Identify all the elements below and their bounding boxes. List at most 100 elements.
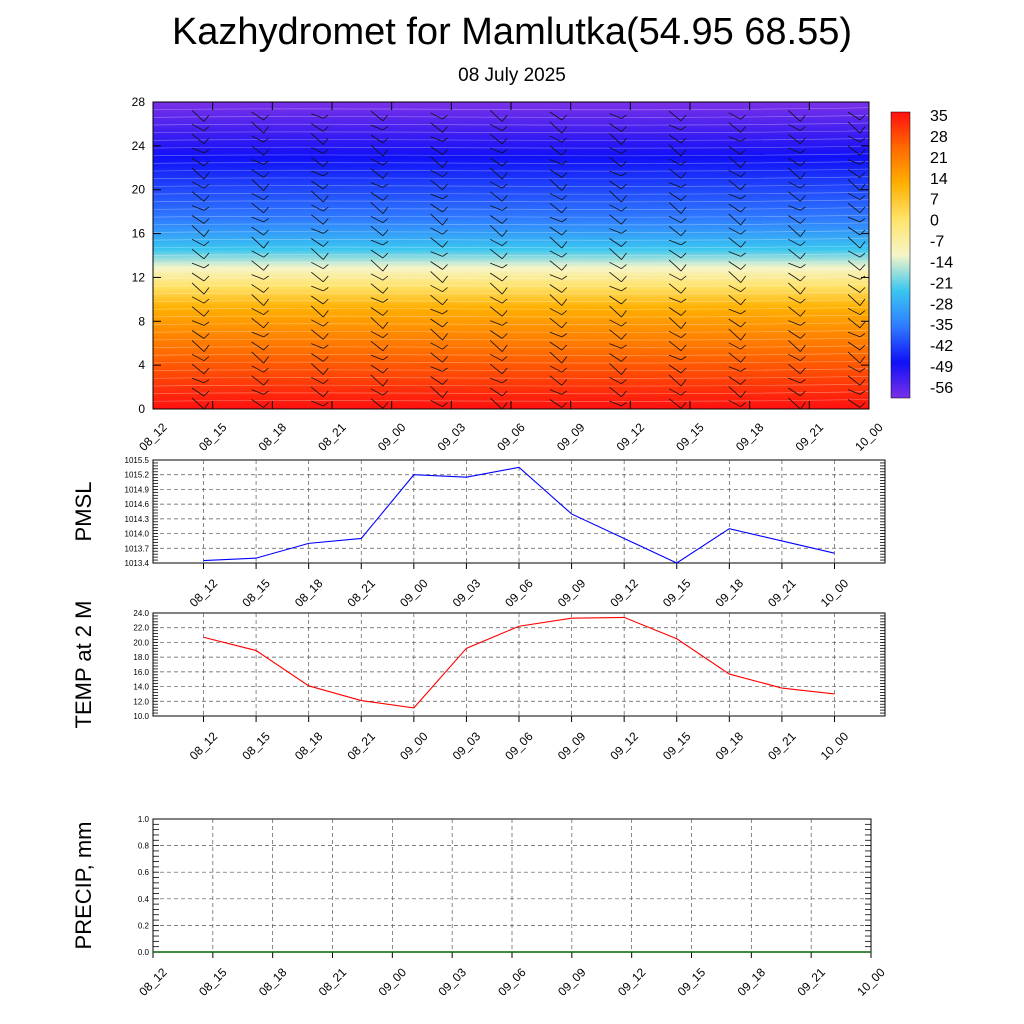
- precip-y-tick-label: 0.2: [138, 921, 150, 930]
- precip-x-tick-label: 09_21: [794, 965, 828, 999]
- page-subtitle: 08 July 2025: [458, 65, 566, 86]
- pmsl-y-tick-label: 1014.0: [125, 530, 150, 539]
- pmsl-x-tick-label: 09_15: [660, 576, 694, 610]
- temp-x-tick-label: 09_21: [765, 729, 799, 763]
- page-title: Kazhydromet for Mamlutka(54.95 68.55): [171, 11, 853, 53]
- pmsl-x-tick-label: 09_12: [607, 576, 641, 610]
- precip-y-tick-label: 0.0: [138, 948, 150, 957]
- precip-x-tick-label: 10_00: [854, 965, 888, 999]
- pmsl-x-tick-label: 09_18: [713, 576, 747, 610]
- pmsl-y-tick-label: 1013.7: [125, 544, 150, 553]
- precip-x-tick-label: 08_12: [136, 965, 170, 999]
- heatmap-y-tick-label: 12: [132, 270, 146, 284]
- temp-y-tick-label: 20.0: [133, 638, 149, 647]
- colorbar-label: -28: [930, 296, 953, 313]
- heatmap-y-tick-label: 24: [132, 139, 146, 153]
- heatmap-y-tick-label: 28: [132, 95, 146, 109]
- cross-section-panel: 0 4 8 12 16 20 24 28 08_12 08_15 08_18 08_21 09_00 09…: [132, 95, 886, 454]
- heatmap-x-tick-label: 09_00: [375, 420, 409, 454]
- heatmap-x-tick-label: 10_00: [852, 420, 886, 454]
- heatmap-x-tick-label: 08_18: [256, 420, 290, 454]
- colorbar-label: 21: [930, 150, 948, 167]
- temp-y-tick-label: 24.0: [133, 609, 149, 618]
- colorbar-bar: [890, 111, 911, 399]
- colorbar-label: -56: [930, 380, 953, 397]
- precip-x-tick-label: 09_06: [495, 965, 529, 999]
- colorbar-label: -7: [930, 234, 944, 251]
- heatmap-x-tick-label: 09_06: [494, 420, 528, 454]
- heatmap-x-tick-label: 09_12: [614, 420, 648, 454]
- pmsl-x-tick-label: 09_06: [502, 576, 536, 610]
- pmsl-x-tick-label: 08_15: [239, 576, 273, 610]
- temp-x-tick-label: 09_09: [555, 729, 589, 763]
- precip-y-tick-label: 1.0: [138, 815, 150, 824]
- temp-x-tick-label: 09_18: [713, 729, 747, 763]
- pmsl-y-tick-label: 1015.2: [125, 471, 150, 480]
- temp-y-tick-label: 22.0: [133, 624, 149, 633]
- temp-x-tick-label: 09_00: [397, 729, 431, 763]
- temp-x-tick-label: 09_15: [660, 729, 694, 763]
- precip-x-tick-label: 08_21: [316, 965, 350, 999]
- colorbar-label: 35: [930, 108, 948, 125]
- colorbar-label: -14: [930, 254, 953, 271]
- pmsl-x-tick-label: 09_21: [765, 576, 799, 610]
- pmsl-y-tick-label: 1013.4: [125, 559, 150, 568]
- pmsl-x-tick-label: 09_09: [555, 576, 589, 610]
- pmsl-x-tick-label: 08_18: [292, 576, 326, 610]
- heatmap-x-tick-label: 09_09: [554, 420, 588, 454]
- heatmap-y-tick-label: 4: [138, 358, 145, 372]
- temp-x-tick-label: 08_12: [187, 729, 221, 763]
- heatmap-x-tick-label: 09_21: [793, 420, 827, 454]
- pmsl-x-tick-label: 09_00: [397, 576, 431, 610]
- heatmap-y-tick-label: 16: [132, 227, 146, 241]
- precip-x-tick-label: 09_00: [376, 965, 410, 999]
- precip-panel: 0.0 0.2 0.4 0.6 0.8 1.0 08_12 08_15 08_18 08_21 09…: [71, 815, 888, 999]
- temp-y-tick-label: 10.0: [133, 712, 149, 721]
- pmsl-x-tick-label: 08_12: [187, 576, 221, 610]
- colorbar-label: 0: [930, 213, 939, 230]
- precip-x-tick-label: 08_15: [196, 965, 230, 999]
- colorbar-label: -35: [930, 317, 953, 334]
- temp-x-tick-label: 08_21: [345, 729, 379, 763]
- pmsl-x-tick-label: 08_21: [345, 576, 379, 610]
- colorbar-label: 7: [930, 192, 939, 209]
- temp-y-tick-label: 12.0: [133, 697, 149, 706]
- precip-y-tick-label: 0.6: [138, 868, 150, 877]
- pmsl-y-tick-label: 1014.3: [125, 515, 150, 524]
- precip-axis-title: PRECIP, mm: [71, 822, 96, 950]
- heatmap-y-tick-label: 0: [138, 402, 145, 416]
- pmsl-axis-title: PMSL: [71, 482, 96, 542]
- heatmap-field: [153, 102, 869, 409]
- temp-x-tick-label: 09_06: [502, 729, 536, 763]
- heatmap-x-tick-label: 08_15: [196, 420, 230, 454]
- precip-x-tick-label: 09_03: [435, 965, 469, 999]
- precip-x-tick-label: 09_09: [555, 965, 589, 999]
- temp-y-tick-label: 18.0: [133, 653, 149, 662]
- pmsl-y-tick-label: 1015.5: [125, 456, 150, 465]
- colorbar-label: 28: [930, 129, 948, 146]
- precip-y-tick-label: 0.8: [138, 842, 150, 851]
- precip-x-tick-label: 09_18: [735, 965, 769, 999]
- pmsl-x-tick-label: 09_03: [450, 576, 484, 610]
- colorbar-label: -21: [930, 275, 953, 292]
- colorbar-label: -42: [930, 338, 953, 355]
- pmsl-x-tick-label: 10_00: [818, 576, 852, 610]
- precip-x-tick-label: 08_18: [256, 965, 290, 999]
- temp-y-tick-label: 16.0: [133, 668, 149, 677]
- precip-x-tick-label: 09_12: [615, 965, 649, 999]
- temp-x-tick-label: 08_15: [239, 729, 273, 763]
- heatmap-y-tick-label: 20: [132, 183, 146, 197]
- temp-x-tick-label: 09_12: [607, 729, 641, 763]
- heatmap-x-tick-label: 09_18: [733, 420, 767, 454]
- heatmap-x-tick-label: 09_15: [673, 420, 707, 454]
- precip-x-tick-label: 09_15: [675, 965, 709, 999]
- colorbar: 35 28 21 14 7 0 -7 -14 -21 -28 -35 -42 -49 -56: [890, 108, 953, 399]
- temp-y-tick-label: 14.0: [133, 683, 149, 692]
- heatmap-x-tick-label: 08_21: [315, 420, 349, 454]
- pmsl-y-tick-label: 1014.6: [125, 500, 150, 509]
- heatmap-x-tick-label: 08_12: [136, 420, 170, 454]
- heatmap-y-tick-label: 8: [138, 314, 145, 328]
- precip-y-tick-label: 0.4: [138, 895, 150, 904]
- colorbar-label: 14: [930, 171, 948, 188]
